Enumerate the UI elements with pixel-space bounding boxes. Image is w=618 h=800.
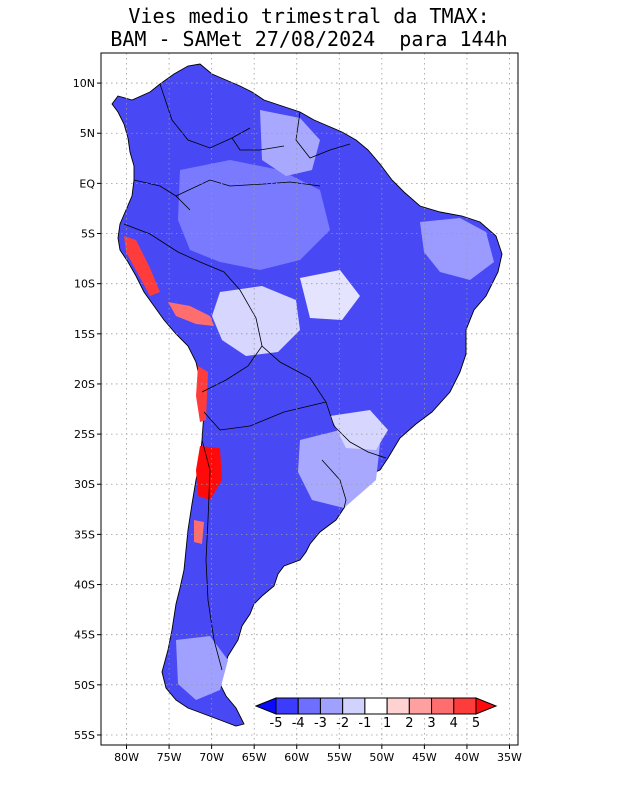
latitude-tick-label: 5N xyxy=(80,127,95,140)
light-bias-patch-northeast xyxy=(420,218,494,280)
border-argentina-north xyxy=(203,401,327,431)
border-colombia-brazil xyxy=(175,179,321,197)
light-bias-patch-central xyxy=(300,270,360,320)
colorbar-label: 2 xyxy=(405,716,413,731)
colorbar-label: -3 xyxy=(314,716,327,731)
latitude-tick-label: 20S xyxy=(74,378,95,391)
colorbar-segment xyxy=(431,697,455,715)
latitude-tick-label: EQ xyxy=(79,177,95,190)
longitude-tick-label: 65W xyxy=(242,751,267,764)
map-frame xyxy=(100,52,519,746)
border-guianas xyxy=(295,111,351,159)
red-bias-andes-south xyxy=(194,520,204,544)
latitude-tick-label: 5S xyxy=(81,228,95,241)
light-bias-patch-amazon xyxy=(178,160,330,270)
colorbar-label: 3 xyxy=(427,716,435,731)
border-colombia-venezuela xyxy=(159,83,251,149)
light-bias-patch-bolivia xyxy=(212,286,300,356)
red-bias-andes-chile-central xyxy=(196,446,222,500)
latitude-tick-label: 25S xyxy=(74,428,95,441)
colorbar-label: 5 xyxy=(472,716,480,731)
latitude-tick-label: 40S xyxy=(74,579,95,592)
light-bias-patch-southeast xyxy=(330,410,388,450)
country-borders xyxy=(123,83,387,671)
colorbar: -5 -4 -3 -2 -1 1 2 3 4 5 xyxy=(254,697,498,731)
longitude-tick-label: 40W xyxy=(455,751,480,764)
border-bolivia-paraguay xyxy=(255,317,335,427)
map-title-line-1: Vies medio trimestral da TMAX: xyxy=(128,4,490,28)
latitude-tick-label: 45S xyxy=(74,629,95,642)
colorbar-segment xyxy=(386,697,410,715)
red-bias-andes-altiplano xyxy=(168,302,214,326)
light-bias-patch-patagonia xyxy=(176,636,228,700)
latitude-tick-label: 10S xyxy=(74,278,95,291)
border-uruguay xyxy=(321,459,347,509)
colorbar-segment xyxy=(408,697,433,715)
latitude-tick-label: 55S xyxy=(74,729,95,742)
colorbar-label: -2 xyxy=(336,716,349,731)
light-bias-patch-guiana xyxy=(260,110,320,176)
border-chile-argentina xyxy=(201,439,223,671)
longitude-tick-label: 45W xyxy=(412,751,437,764)
latitude-tick-label: 30S xyxy=(74,478,95,491)
colorbar-segment xyxy=(475,697,498,715)
colorbar-label: -1 xyxy=(358,716,371,731)
longitude-tick-label: 35W xyxy=(497,751,522,764)
colorbar-label: -5 xyxy=(270,716,283,731)
longitude-tick-label: 70W xyxy=(199,751,224,764)
border-peru-brazil xyxy=(123,223,257,319)
red-bias-andes-chile-north xyxy=(196,366,208,422)
longitude-tick-label: 60W xyxy=(284,751,309,764)
colorbar-segment xyxy=(275,697,299,715)
colorbar-segment xyxy=(297,697,321,715)
border-venezuela-brazil xyxy=(231,137,285,151)
graticule xyxy=(101,53,518,745)
colorbar-segment xyxy=(364,697,388,715)
longitude-tick-label: 80W xyxy=(114,751,139,764)
colorbar-segment xyxy=(453,697,477,715)
colorbar-label: -4 xyxy=(292,716,305,731)
longitude-tick-label: 50W xyxy=(369,751,394,764)
colorbar-label: 1 xyxy=(383,716,391,731)
continent-group xyxy=(111,63,503,727)
axis-ticks: 10N 5N EQ 5S 10S 15S 20S 25S 30S 35S 40S 45S 50S 55S 8… xyxy=(73,77,522,764)
colorbar-segment xyxy=(342,697,366,715)
colorbar-label: 4 xyxy=(450,716,458,731)
red-bias-andes-peru xyxy=(124,236,160,296)
colorbar-segment xyxy=(319,697,344,715)
latitude-tick-label: 35S xyxy=(74,528,95,541)
latitude-tick-label: 50S xyxy=(74,679,95,692)
longitude-tick-label: 55W xyxy=(327,751,352,764)
map-title-line-2: BAM - SAMet 27/08/2024 para 144h xyxy=(110,27,508,51)
border-chile-bolivia xyxy=(201,345,263,393)
latitude-tick-label: 15S xyxy=(74,328,95,341)
latitude-tick-label: 10N xyxy=(73,77,95,90)
longitude-tick-label: 75W xyxy=(157,751,182,764)
